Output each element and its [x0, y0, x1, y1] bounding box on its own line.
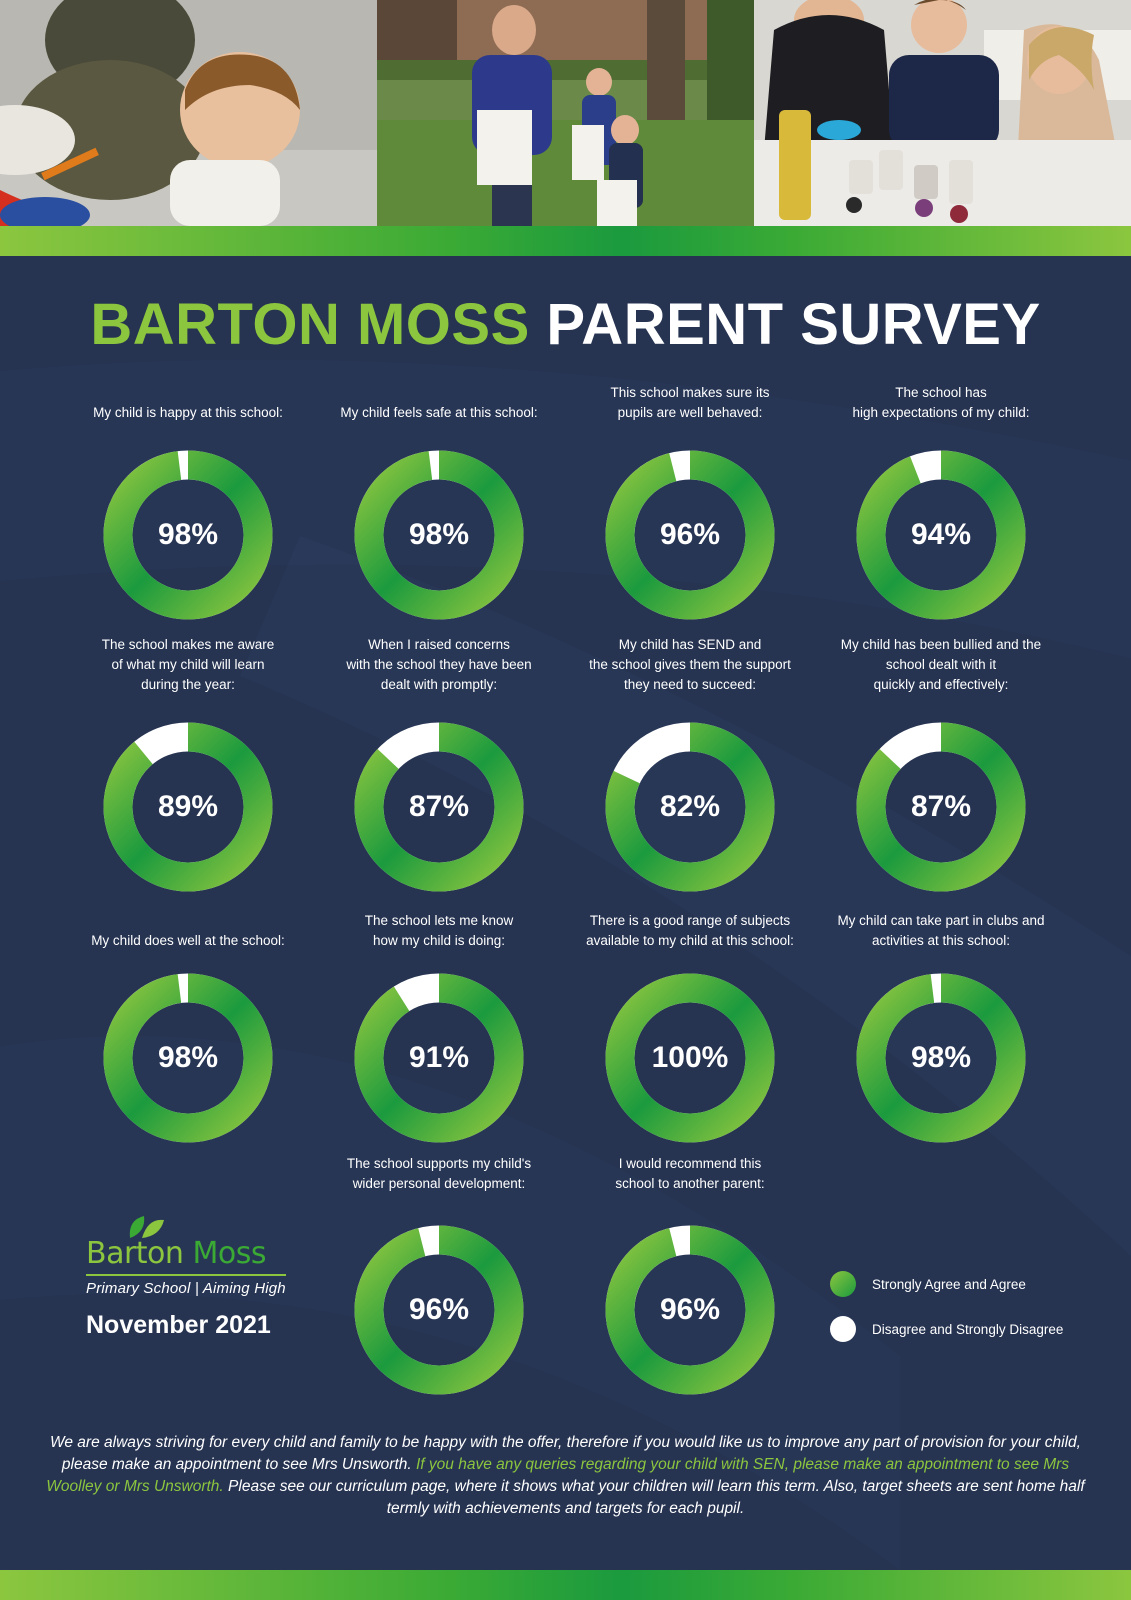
- question-label: My child does well at the school:: [91, 933, 285, 948]
- donut-agree-segment: [354, 973, 524, 1143]
- craft-activity-photo: [754, 0, 1131, 226]
- donut-chart: 89%: [102, 721, 274, 893]
- question-label: When I raised concerns with the school t…: [346, 637, 532, 692]
- question-label: I would recommend this school to another…: [615, 1156, 765, 1191]
- percentage-value: 100%: [651, 1041, 729, 1074]
- footer-note: We are always striving for every child a…: [40, 1432, 1091, 1520]
- percentage-value: 98%: [157, 1041, 219, 1074]
- child-painting-photo: [0, 0, 377, 226]
- donut-chart: 96%: [604, 449, 776, 621]
- outdoor-bags-photo: [377, 0, 754, 226]
- footer-sen-highlight: If you have any queries regarding your c…: [46, 1456, 1070, 1495]
- question-label: There is a good range of subjects availa…: [586, 913, 794, 948]
- donut-agree-segment: [354, 450, 524, 620]
- donut-agree-segment: [605, 973, 775, 1143]
- question-label: My child can take part in clubs and acti…: [837, 913, 1045, 948]
- footer-text-part1: We are always striving for every child a…: [50, 1434, 1081, 1473]
- percentage-value: 82%: [659, 790, 721, 823]
- donut-chart: 94%: [855, 449, 1027, 621]
- donut-agree-segment: [103, 722, 273, 892]
- donut-chart: 96%: [353, 1224, 525, 1396]
- donut-agree-segment: [856, 973, 1026, 1143]
- logo-wordmark: Barton Moss: [86, 1236, 296, 1272]
- donut-agree-segment: [605, 1225, 775, 1395]
- donut-chart: 98%: [102, 449, 274, 621]
- top-green-band: [0, 226, 1131, 256]
- donut-agree-segment: [354, 722, 524, 892]
- chart-legend: Strongly Agree and Agree Disagree and St…: [830, 1271, 1063, 1361]
- bottom-green-band: [0, 1570, 1131, 1600]
- donut-chart: 98%: [353, 449, 525, 621]
- percentage-value: 94%: [910, 518, 972, 551]
- question-label: My child feels safe at this school:: [340, 405, 538, 420]
- percentage-value: 87%: [408, 790, 470, 823]
- question-label: My child is happy at this school:: [93, 405, 283, 420]
- leaf-icon: [129, 1216, 164, 1238]
- legend-item-agree: Strongly Agree and Agree: [830, 1271, 1063, 1297]
- percentage-value: 89%: [157, 790, 219, 823]
- question-label: The school lets me know how my child is …: [364, 913, 514, 948]
- legend-label-disagree: Disagree and Strongly Disagree: [872, 1321, 1064, 1337]
- donut-agree-segment: [605, 450, 775, 620]
- percentage-value: 98%: [157, 518, 219, 551]
- title-school-name: BARTON MOSS: [90, 292, 530, 357]
- percentage-value: 96%: [659, 518, 721, 551]
- logo-underline: [86, 1274, 286, 1276]
- donut-agree-segment: [103, 973, 273, 1143]
- photo-strip: [0, 0, 1131, 226]
- donut-chart: 98%: [102, 972, 274, 1144]
- donut-agree-segment: [856, 450, 1026, 620]
- question-label: The school makes me aware of what my chi…: [101, 637, 275, 692]
- percentage-value: 98%: [910, 1041, 972, 1074]
- page-title: BARTON MOSS PARENT SURVEY: [0, 290, 1131, 360]
- donut-chart: 96%: [604, 1224, 776, 1396]
- legend-swatch-disagree: [830, 1316, 856, 1342]
- donut-agree-segment: [103, 450, 273, 620]
- legend-swatch-agree: [830, 1271, 856, 1297]
- survey-date: November 2021: [86, 1311, 271, 1339]
- donut-agree-segment: [354, 1225, 524, 1395]
- percentage-value: 98%: [408, 518, 470, 551]
- donut-agree-segment: [856, 722, 1026, 892]
- percentage-value: 96%: [408, 1293, 470, 1326]
- background-swooshes: [0, 256, 1131, 1570]
- question-label: This school makes sure its pupils are we…: [610, 385, 770, 420]
- donut-chart: 87%: [353, 721, 525, 893]
- logo-tagline: Primary School | Aiming High: [86, 1280, 286, 1297]
- donut-chart: 82%: [604, 721, 776, 893]
- question-label: The school supports my child's wider per…: [346, 1156, 532, 1191]
- legend-item-disagree: Disagree and Strongly Disagree: [830, 1316, 1063, 1342]
- logo-word-barton: Barton: [86, 1236, 184, 1271]
- question-label: My child has been bullied and the school…: [840, 637, 1042, 692]
- donut-chart: 100%: [604, 972, 776, 1144]
- percentage-value: 91%: [408, 1041, 470, 1074]
- footer-text-part2: Please see our curriculum page, where it…: [223, 1478, 1085, 1517]
- percentage-value: 87%: [910, 790, 972, 823]
- donut-chart: 87%: [855, 721, 1027, 893]
- logo-word-moss: Moss: [192, 1236, 266, 1271]
- question-label: The school has high expectations of my c…: [852, 385, 1030, 420]
- question-label: My child has SEND and the school gives t…: [589, 637, 791, 692]
- donut-chart: 98%: [855, 972, 1027, 1144]
- school-logo: Barton Moss Primary School | Aiming High…: [86, 1216, 296, 1340]
- donut-agree-segment: [605, 722, 775, 892]
- title-survey: PARENT SURVEY: [546, 292, 1041, 357]
- donut-chart: 91%: [353, 972, 525, 1144]
- percentage-value: 96%: [659, 1293, 721, 1326]
- legend-label-agree: Strongly Agree and Agree: [872, 1276, 1026, 1292]
